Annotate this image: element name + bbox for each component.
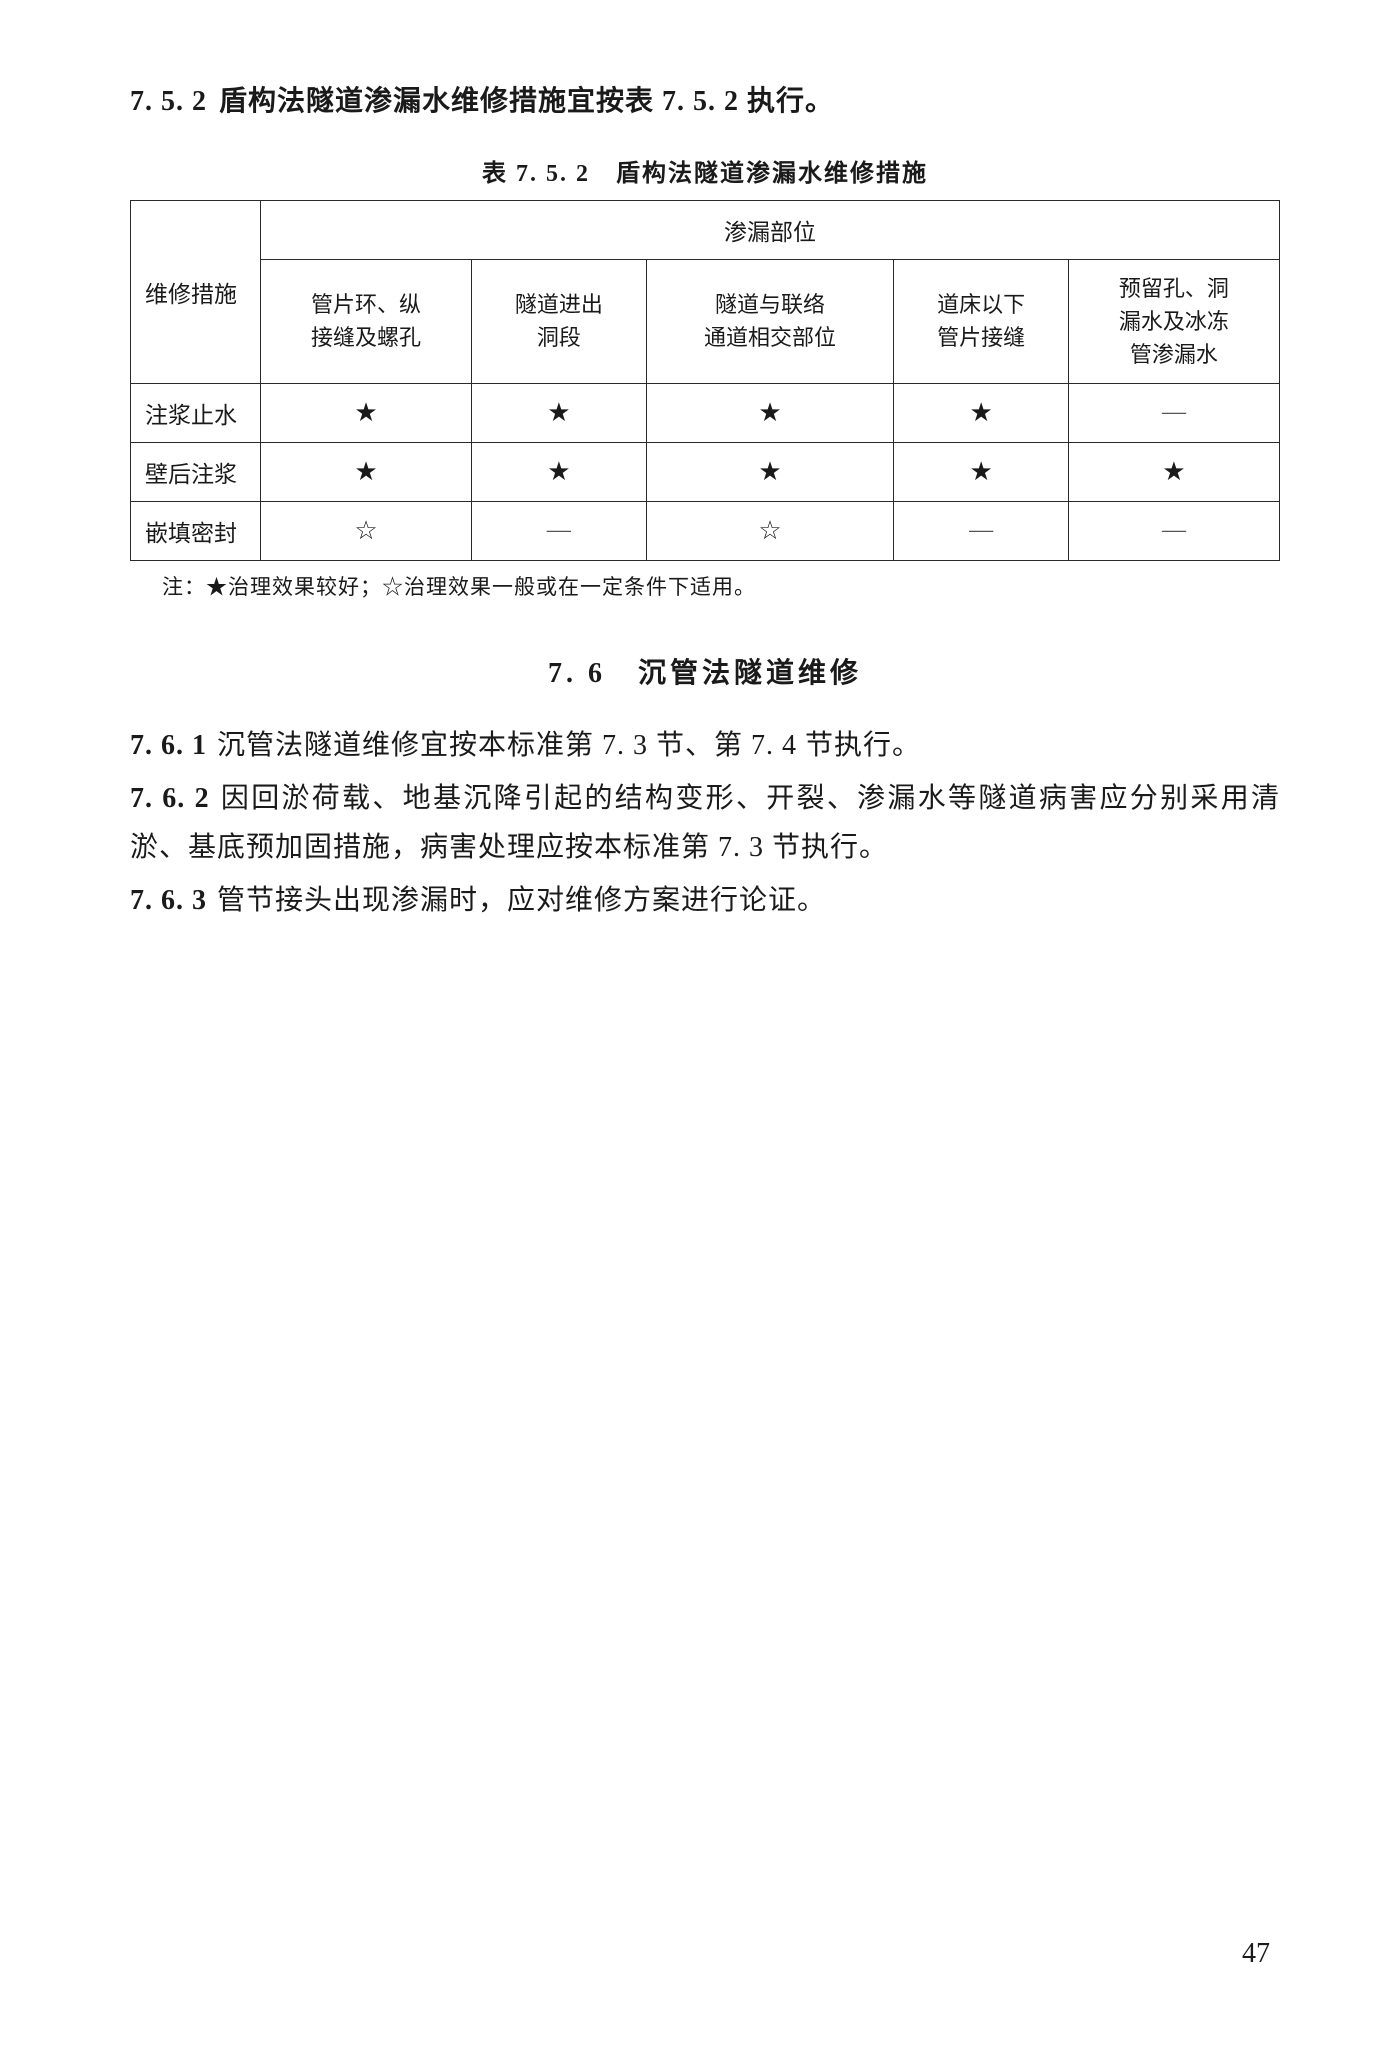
- cell: ★: [1068, 442, 1279, 501]
- section-heading-text: 盾构法隧道渗漏水维修措施宜按表 7. 5. 2 执行。: [219, 86, 834, 117]
- table-row: 壁后注浆 ★ ★ ★ ★ ★: [131, 442, 1280, 501]
- cell: —: [1068, 383, 1279, 442]
- page-number: 47: [1242, 1938, 1270, 1970]
- cell: —: [472, 501, 647, 560]
- table-note: 注：★治理效果较好；☆治理效果一般或在一定条件下适用。: [130, 571, 1280, 601]
- para-text: 因回淤荷载、地基沉降引起的结构变形、开裂、渗漏水等隧道病害应分别采用清淤、基底预…: [130, 783, 1280, 863]
- para-text: 管节接头出现渗漏时，应对维修方案进行论证。: [217, 885, 826, 916]
- col-header-3: 道床以下管片接缝: [894, 259, 1069, 383]
- cell: ★: [894, 442, 1069, 501]
- row-label-0: 注浆止水: [131, 383, 261, 442]
- cell: ★: [261, 383, 472, 442]
- para-number: 7. 6. 3: [130, 885, 207, 916]
- cell: ★: [261, 442, 472, 501]
- table-caption: 表 7. 5. 2 盾构法隧道渗漏水维修措施: [130, 153, 1280, 188]
- para-number: 7. 6. 2: [130, 783, 210, 814]
- col-header-0: 管片环、纵接缝及螺孔: [261, 259, 472, 383]
- cell: —: [894, 501, 1069, 560]
- cell: ☆: [261, 501, 472, 560]
- cell: ☆: [646, 501, 894, 560]
- section-title-76: 7. 6 沉管法隧道维修: [130, 651, 1280, 691]
- section-number: 7. 5. 2: [130, 86, 207, 117]
- table-header-row-1: 维修措施 渗漏部位: [131, 200, 1280, 259]
- cell: ★: [894, 383, 1069, 442]
- paragraph-763: 7. 6. 3 管节接头出现渗漏时，应对维修方案进行论证。: [130, 876, 1280, 925]
- row-label-2: 嵌填密封: [131, 501, 261, 560]
- paragraph-762: 7. 6. 2因回淤荷载、地基沉降引起的结构变形、开裂、渗漏水等隧道病害应分别采…: [130, 774, 1280, 872]
- section-heading-752: 7. 5. 2 盾构法隧道渗漏水维修措施宜按表 7. 5. 2 执行。: [130, 80, 1280, 125]
- para-number: 7. 6. 1: [130, 730, 207, 761]
- table-row: 嵌填密封 ☆ — ☆ — —: [131, 501, 1280, 560]
- cell: ★: [646, 383, 894, 442]
- paragraph-761: 7. 6. 1 沉管法隧道维修宜按本标准第 7. 3 节、第 7. 4 节执行。: [130, 721, 1280, 770]
- table-row: 注浆止水 ★ ★ ★ ★ —: [131, 383, 1280, 442]
- measures-table: 维修措施 渗漏部位 管片环、纵接缝及螺孔 隧道进出洞段 隧道与联络通道相交部位 …: [130, 200, 1280, 561]
- col-header-2: 隧道与联络通道相交部位: [646, 259, 894, 383]
- cell: ★: [472, 383, 647, 442]
- col-header-4: 预留孔、洞漏水及冰冻管渗漏水: [1068, 259, 1279, 383]
- cell: ★: [646, 442, 894, 501]
- col-header-1: 隧道进出洞段: [472, 259, 647, 383]
- cell: ★: [472, 442, 647, 501]
- table-header-row-2: 管片环、纵接缝及螺孔 隧道进出洞段 隧道与联络通道相交部位 道床以下管片接缝 预…: [131, 259, 1280, 383]
- row-label-1: 壁后注浆: [131, 442, 261, 501]
- para-text: 沉管法隧道维修宜按本标准第 7. 3 节、第 7. 4 节执行。: [217, 730, 921, 761]
- cell: —: [1068, 501, 1279, 560]
- corner-header: 维修措施: [131, 200, 261, 383]
- group-header: 渗漏部位: [261, 200, 1280, 259]
